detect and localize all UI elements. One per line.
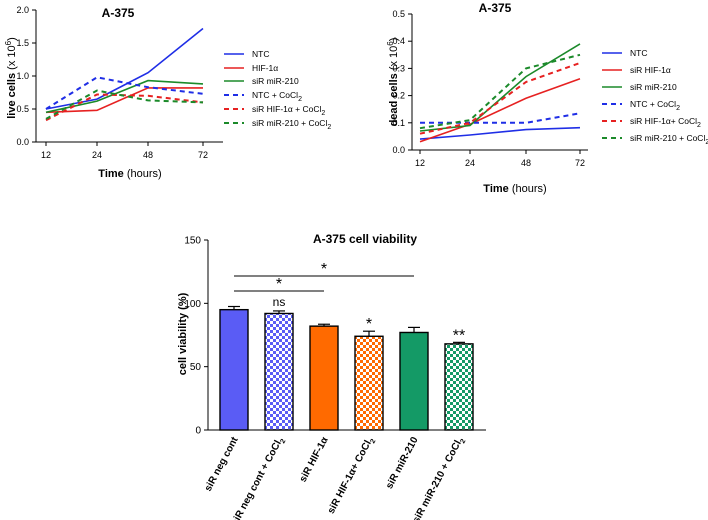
viability-bar-5 <box>444 343 474 431</box>
viability-bar-1 <box>264 312 294 431</box>
dead-legend-label-2: siR miR-210 <box>630 82 677 92</box>
live-legend-label-0: NTC <box>252 49 269 59</box>
viability-category-label-4: siR miR-210 <box>384 435 421 491</box>
live-ytick-label: 0.0 <box>16 137 29 147</box>
viability-category-label-5: siR miR-210 + CoCl2 <box>411 435 468 520</box>
dead-series-line-4 <box>419 62 581 135</box>
dead-x-axis-label: Time (hours) <box>483 183 546 195</box>
viability-category-label-3: siR HIF-1α+ CoCl2 <box>326 435 378 517</box>
viability-chart-title: A-375 cell viability <box>313 232 417 246</box>
viability-bar-annotation-1: ns <box>273 295 286 309</box>
dead-chart-title: A-375 <box>479 1 512 15</box>
dead-series-line-0 <box>419 126 581 140</box>
dead-legend-label-4: siR HIF-1α+ CoCl2 <box>630 116 701 129</box>
dead-legend-label-1: siR HIF-1α <box>630 65 671 75</box>
dead-y-axis-label: dead cells (x 106) <box>386 38 400 127</box>
viability-ytick-label: 150 <box>184 236 201 247</box>
live-x-axis-label: Time (hours) <box>98 168 161 180</box>
dead-series-line-1 <box>419 77 581 143</box>
dead-series-line-5 <box>419 53 581 130</box>
significance-label-0: * <box>276 276 282 293</box>
dead-ytick-label: 0.1 <box>392 118 405 128</box>
dead-ytick-label: 0.4 <box>392 36 405 46</box>
viability-bar-4 <box>399 331 429 431</box>
live-legend-label-2: siR miR-210 <box>252 76 299 86</box>
significance-label-1: * <box>321 261 327 278</box>
viability-y-axis-label: cell viability (%) <box>177 292 189 375</box>
dead-ytick-label: 0.3 <box>392 63 405 73</box>
viability-category-label-1: siR neg cont + CoCl2 <box>230 435 288 520</box>
viability-category-label-2: siR HIF-1α <box>298 435 331 485</box>
live-legend-label-3: NTC + CoCl2 <box>252 90 302 103</box>
dead-legend-label-0: NTC <box>630 48 647 58</box>
dead-xtick-label: 24 <box>465 158 475 168</box>
viability-bar-2 <box>309 325 339 431</box>
live-xtick-label: 24 <box>92 150 102 160</box>
viability-ytick-label: 100 <box>184 299 201 310</box>
viability-bar-chart: A-375 cell viability cell viability (%) … <box>177 232 486 520</box>
dead-xtick-label: 48 <box>521 158 531 168</box>
live-xtick-label: 72 <box>198 150 208 160</box>
dead-legend-label-3: NTC + CoCl2 <box>630 99 680 112</box>
live-series-line-1 <box>45 87 203 114</box>
dead-series-line-2 <box>419 43 581 132</box>
live-chart-title: A-375 <box>102 6 135 20</box>
viability-bar-3 <box>354 335 384 431</box>
live-xtick-label: 12 <box>41 150 51 160</box>
live-ytick-label: 2.0 <box>16 5 29 15</box>
dead-xtick-label: 12 <box>415 158 425 168</box>
live-xtick-label: 48 <box>143 150 153 160</box>
live-legend-label-4: siR HIF-1α + CoCl2 <box>252 104 325 117</box>
dead-ytick-label: 0.2 <box>392 91 405 101</box>
dead-xtick-label: 72 <box>575 158 585 168</box>
live-series-line-3 <box>45 76 204 110</box>
live-ytick-label: 0.5 <box>16 104 29 114</box>
dead-series-line-3 <box>420 112 581 124</box>
viability-bar-annotation-5: ** <box>453 327 465 344</box>
live-ytick-label: 1.0 <box>16 71 29 81</box>
viability-bar-0 <box>219 308 249 431</box>
live-y-axis-label: live cells (x 106) <box>4 37 18 119</box>
viability-category-label-0: siR neg cont <box>203 435 241 494</box>
dead-legend-label-5: siR miR-210 + CoCl2 <box>630 133 708 146</box>
live-cells-chart: A-375 live cells (x 106) 0.0 0.5 1.0 1.5 2.0… <box>4 5 331 180</box>
viability-ytick-label: 50 <box>190 362 202 373</box>
viability-ytick-label: 0 <box>195 426 201 437</box>
live-series-line-5 <box>45 89 204 120</box>
live-legend-label-1: HIF-1α <box>252 63 278 73</box>
viability-bar-annotation-3: * <box>366 316 372 333</box>
live-series-line-0 <box>45 27 204 110</box>
live-ytick-label: 1.5 <box>16 38 29 48</box>
dead-ytick-label: 0.5 <box>392 9 405 19</box>
dead-cells-chart: A-375 dead cells (x 106) 0.0 0.1 0.2 0.3 0.4… <box>386 1 708 195</box>
live-legend-label-5: siR miR-210 + CoCl2 <box>252 118 331 131</box>
dead-ytick-label: 0.0 <box>392 145 405 155</box>
